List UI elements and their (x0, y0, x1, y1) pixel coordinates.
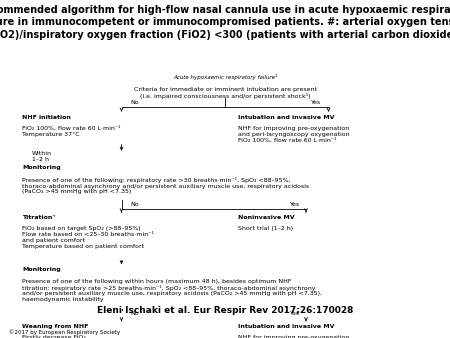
Text: Titration⁺: Titration⁺ (22, 215, 56, 220)
Text: No: No (130, 311, 139, 316)
Text: FiO₂ 100%, flow rate 60 L·min⁻¹
Temperature 37°C: FiO₂ 100%, flow rate 60 L·min⁻¹ Temperat… (22, 126, 121, 137)
Text: Presence of one of the following within hours (maximum 48 h), besides optimum NH: Presence of one of the following within … (22, 279, 323, 302)
Text: Short trial (1–2 h): Short trial (1–2 h) (238, 226, 293, 232)
Text: Yes: Yes (310, 100, 320, 105)
Text: Noninvasive MV: Noninvasive MV (238, 215, 295, 220)
Text: FiO₂ based on target SpO₂ (>88–95%)
Flow rate based on <25–30 breaths·min⁻¹
and : FiO₂ based on target SpO₂ (>88–95%) Flow… (22, 226, 154, 249)
Text: Monitoring: Monitoring (22, 267, 61, 272)
Text: Intubation and invasive MV: Intubation and invasive MV (238, 115, 335, 120)
Text: NHF initiation: NHF initiation (22, 115, 72, 120)
Text: No: No (130, 202, 139, 207)
Text: Presence of one of the following: respiratory rate >30 breaths·min⁻¹, SpO₂ <88–9: Presence of one of the following: respir… (22, 177, 310, 194)
Text: No: No (130, 100, 139, 105)
Text: Intubation and invasive MV: Intubation and invasive MV (238, 324, 335, 329)
Text: Yes: Yes (290, 311, 301, 316)
Text: Firstly decrease FiO₂
When FiO₂ ≤0.4% decrease flow rate by 5 L·min⁻¹
When flow : Firstly decrease FiO₂ When FiO₂ ≤0.4% de… (22, 335, 194, 338)
Text: Monitoring: Monitoring (22, 166, 61, 170)
Text: Acute hypoxaemic respiratory failure¹: Acute hypoxaemic respiratory failure¹ (173, 74, 277, 80)
Text: Weaning from NHF: Weaning from NHF (22, 324, 89, 329)
Text: ©2017 by European Respiratory Society: ©2017 by European Respiratory Society (9, 329, 120, 335)
Text: Eleni Ischaki et al. Eur Respir Rev 2017;26:170028: Eleni Ischaki et al. Eur Respir Rev 2017… (97, 306, 353, 315)
Text: Criteria for immediate or imminent intubation are present
(i.e. impaired conscio: Criteria for immediate or imminent intub… (134, 88, 316, 99)
Text: NHF for improving pre-oxygenation
and peri-laryngoscopy oxygenation
FiO₂ 100%, f: NHF for improving pre-oxygenation and pe… (238, 335, 350, 338)
Text: Yes: Yes (290, 202, 301, 207)
Text: Recommended algorithm for high-flow nasal cannula use in acute hypoxaemic respir: Recommended algorithm for high-flow nasa… (0, 5, 450, 40)
Text: NHF for improving pre-oxygenation
and peri-laryngoscopy oxygenation
FiO₂ 100%, f: NHF for improving pre-oxygenation and pe… (238, 126, 350, 143)
Text: Within
1–2 h: Within 1–2 h (32, 151, 51, 162)
